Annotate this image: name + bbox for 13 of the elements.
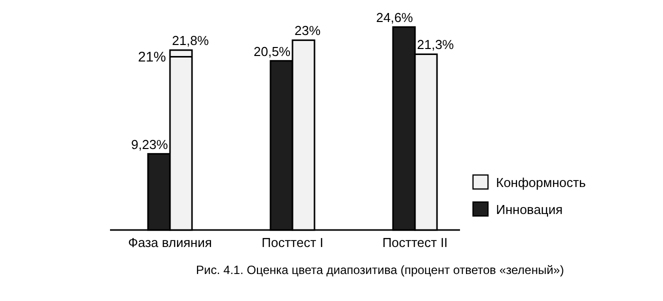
x-tick-label: Посттест I <box>262 235 324 250</box>
data-label: 21,8% <box>172 33 210 48</box>
data-label: 21,3% <box>417 37 454 52</box>
x-tick-label: Посттест II <box>382 235 448 250</box>
x-tick-label: Фаза влияния <box>128 235 212 250</box>
data-label: 23% <box>294 23 321 38</box>
legend-label: Инновация <box>496 202 563 217</box>
annotation: 21% <box>138 48 166 65</box>
data-label: 20,5% <box>254 44 291 59</box>
data-label: 9,23% <box>131 136 168 152</box>
text: Рис. 4.1. Оценка цвета диапозитива (процент ответов «зеленый») <box>196 263 564 277</box>
data-label: 24,6% <box>376 10 414 25</box>
legend-label: Конформность <box>496 175 586 190</box>
